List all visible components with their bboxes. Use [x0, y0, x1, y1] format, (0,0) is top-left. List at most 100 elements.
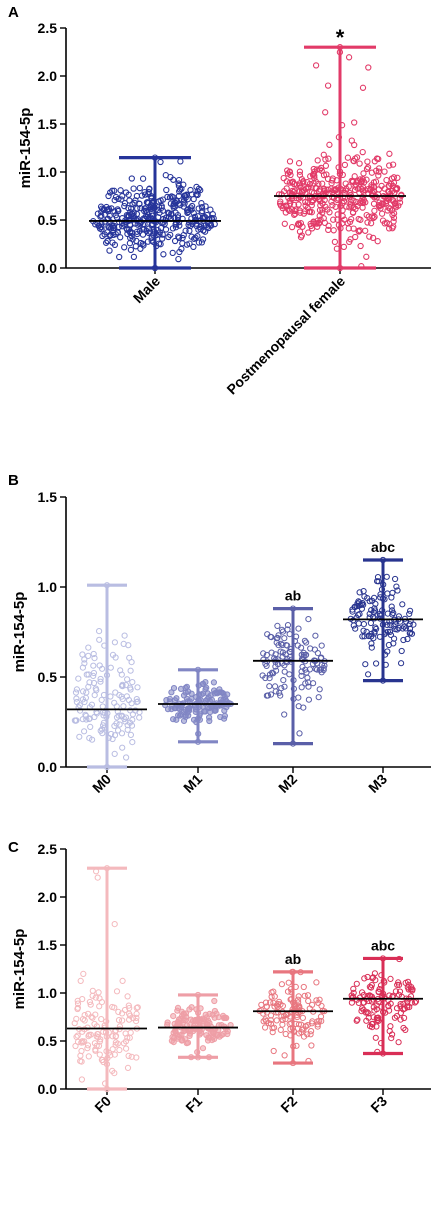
data-point: [112, 193, 120, 201]
data-point: [350, 622, 357, 629]
group-m3: M3 abc: [343, 539, 423, 796]
data-points: [71, 865, 141, 1093]
data-point: [315, 219, 322, 226]
data-point: [395, 1039, 402, 1046]
data-point: [130, 1015, 137, 1022]
data-point: [157, 224, 165, 232]
data-point: [190, 195, 197, 203]
data-point: [311, 172, 318, 179]
data-point: [77, 977, 84, 985]
data-point: [204, 223, 211, 230]
data-point: [279, 641, 286, 649]
data-point: [187, 186, 194, 194]
data-point: [372, 600, 379, 608]
data-point: [375, 203, 383, 210]
data-point: [319, 180, 326, 187]
data-point: [119, 977, 126, 985]
data-point: [283, 642, 290, 649]
data-point: [134, 205, 141, 212]
data-point: [127, 246, 135, 254]
data-point: [111, 722, 118, 730]
data-point: [325, 226, 332, 234]
data-point: [374, 1016, 381, 1024]
data-point: [115, 1008, 122, 1016]
data-point: [111, 187, 118, 194]
x-tick-label: M3: [365, 771, 390, 796]
data-point: [321, 219, 329, 227]
data-point: [314, 1021, 321, 1028]
data-point: [312, 62, 320, 69]
data-point: [294, 221, 302, 228]
data-point: [351, 119, 358, 126]
data-point: [406, 610, 413, 618]
data-point: [268, 993, 275, 1000]
data-point: [98, 999, 106, 1006]
data-point: [198, 200, 205, 207]
data-point: [361, 593, 368, 600]
data-point: [84, 1045, 91, 1052]
data-point: [374, 578, 381, 585]
data-point: [384, 648, 391, 655]
data-point: [390, 623, 397, 630]
data-point: [175, 200, 182, 207]
data-point: [199, 236, 207, 243]
data-point: [127, 228, 134, 235]
data-point: [375, 155, 382, 163]
data-point: [188, 202, 196, 210]
data-point: [93, 1042, 100, 1049]
data-point: [354, 1016, 361, 1023]
data-point: [396, 988, 404, 995]
data-point: [78, 1076, 86, 1083]
data-point: [368, 982, 375, 989]
data-point: [167, 231, 174, 239]
data-point: [96, 1051, 103, 1058]
data-point: [124, 1034, 131, 1041]
data-point: [88, 701, 96, 708]
data-point: [400, 1024, 407, 1032]
data-points: [259, 605, 328, 747]
data-point: [352, 233, 359, 241]
data-point: [298, 232, 305, 239]
data-point: [407, 629, 414, 636]
data-point: [368, 633, 375, 640]
data-point: [298, 1026, 306, 1033]
data-point: [392, 204, 400, 211]
data-point: [371, 213, 378, 221]
data-point: [313, 979, 320, 986]
data-point: [368, 169, 376, 176]
data-point: [79, 651, 86, 658]
data-point: [389, 161, 397, 168]
data-point: [133, 192, 141, 200]
data-point: [124, 726, 131, 733]
data-point: [283, 659, 291, 666]
data-point: [372, 1034, 379, 1041]
data-point: [76, 733, 83, 740]
data-point: [106, 247, 113, 254]
data-point: [98, 212, 105, 219]
data-point: [127, 684, 134, 691]
data-point: [127, 205, 135, 212]
data-point: [385, 225, 393, 232]
data-point: [98, 226, 105, 233]
data-point: [124, 1064, 132, 1072]
data-point: [295, 694, 302, 701]
data-point: [358, 605, 365, 612]
data-point: [360, 170, 367, 177]
data-points: [90, 154, 218, 272]
data-point: [348, 999, 355, 1006]
data-point: [112, 231, 119, 238]
data-point: [277, 648, 284, 655]
y-tick-label: 2.0: [38, 68, 58, 84]
data-point: [119, 683, 126, 690]
data-point: [220, 696, 227, 704]
data-point: [357, 242, 364, 250]
data-point: [342, 180, 349, 187]
data-point: [393, 1005, 401, 1012]
data-point: [273, 1017, 280, 1024]
data-point: [359, 148, 366, 156]
data-point: [286, 158, 294, 165]
y-tick-label: 2.5: [38, 841, 58, 857]
data-point: [310, 165, 317, 173]
data-point: [270, 999, 277, 1007]
